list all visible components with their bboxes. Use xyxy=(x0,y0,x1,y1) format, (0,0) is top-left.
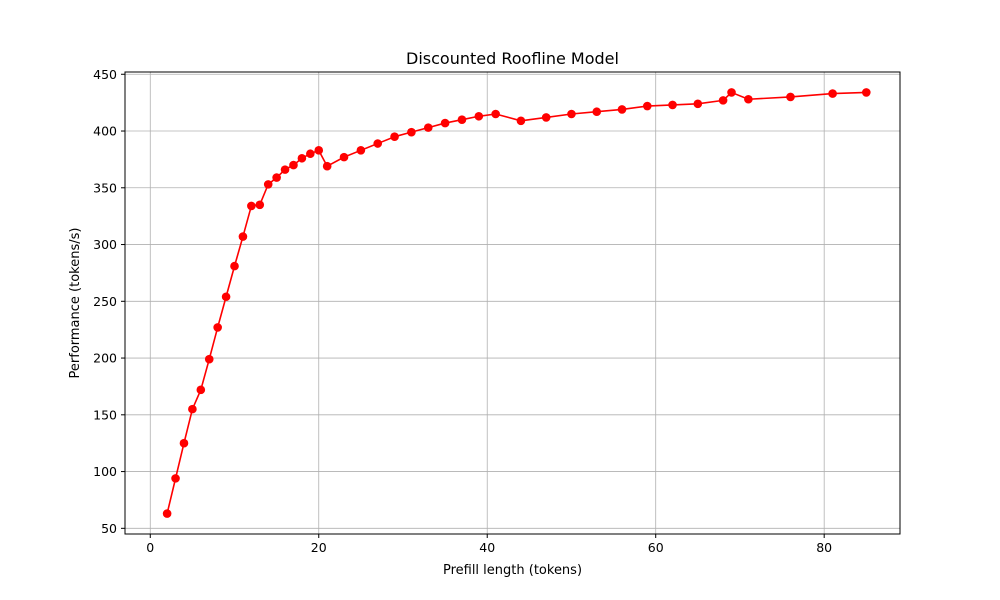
data-point xyxy=(196,385,206,395)
data-point xyxy=(314,146,324,155)
data-point xyxy=(289,160,298,170)
data-point xyxy=(744,94,753,104)
data-point xyxy=(668,100,677,110)
y-tick-label: 200 xyxy=(93,351,117,366)
data-point xyxy=(567,109,576,119)
x-tick-label: 20 xyxy=(311,540,327,555)
data-point xyxy=(204,354,214,364)
x-tick-label: 40 xyxy=(479,540,495,555)
data-point xyxy=(188,404,197,414)
y-tick-label: 450 xyxy=(93,67,117,82)
x-tick-label: 60 xyxy=(648,540,664,555)
data-point xyxy=(693,99,703,109)
data-point xyxy=(516,116,526,126)
data-point xyxy=(213,323,222,332)
axis-ticks: 0 20 40 60 80 50 100 150 200 250 300 350 400 450 xyxy=(93,67,832,555)
x-tick-label: 80 xyxy=(816,540,832,555)
data-point xyxy=(474,111,484,121)
x-axis-label: Prefill length (tokens) xyxy=(443,563,582,578)
data-point xyxy=(255,200,265,210)
data-point xyxy=(592,107,602,117)
data-point xyxy=(718,96,728,105)
data-point xyxy=(179,438,189,448)
data-point xyxy=(862,88,871,97)
data-point xyxy=(297,153,307,163)
data-point xyxy=(280,165,290,174)
data-point xyxy=(491,109,500,119)
chart-title: Discounted Roofline Model xyxy=(406,49,619,68)
data-point xyxy=(247,201,256,211)
x-tick-label: 0 xyxy=(146,540,154,555)
plot-area-frame xyxy=(124,71,901,535)
data-point xyxy=(373,139,383,148)
y-tick-label: 350 xyxy=(93,180,117,195)
grid-lines xyxy=(125,72,900,534)
data-series xyxy=(162,88,871,518)
data-point xyxy=(221,292,231,302)
data-point xyxy=(272,173,281,182)
data-point xyxy=(238,232,248,241)
data-point xyxy=(440,118,450,128)
y-axis-label: Performance (tokens/s) xyxy=(68,228,83,379)
data-point xyxy=(642,101,652,111)
y-tick-label: 400 xyxy=(93,124,117,139)
data-point xyxy=(322,161,332,171)
data-point xyxy=(786,92,795,102)
data-point xyxy=(457,115,467,124)
data-point xyxy=(171,474,180,483)
data-point xyxy=(541,113,551,122)
data-point xyxy=(828,89,837,98)
data-point xyxy=(356,146,366,155)
data-point xyxy=(339,152,349,162)
data-point xyxy=(727,88,736,97)
data-point xyxy=(306,149,315,159)
data-point xyxy=(162,509,172,518)
y-tick-label: 150 xyxy=(93,407,117,422)
data-point xyxy=(230,261,239,271)
data-point xyxy=(263,180,273,189)
data-point xyxy=(390,132,399,142)
y-tick-label: 100 xyxy=(93,464,117,479)
data-point xyxy=(407,127,416,137)
y-tick-label: 50 xyxy=(101,521,117,536)
y-tick-label: 250 xyxy=(93,294,117,309)
data-point xyxy=(423,123,433,132)
y-tick-label: 300 xyxy=(93,237,117,252)
data-point xyxy=(617,105,627,114)
